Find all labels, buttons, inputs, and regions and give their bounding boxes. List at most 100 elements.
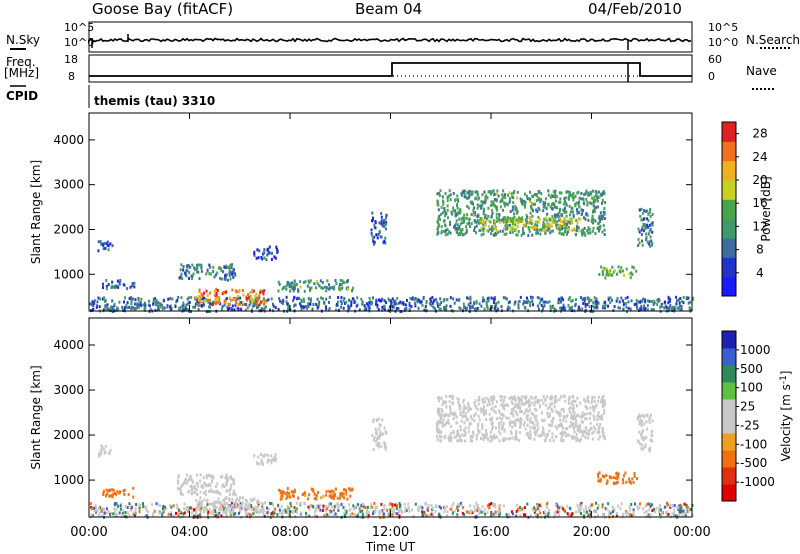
data-cell [435, 504, 438, 508]
data-cell [621, 269, 624, 273]
data-cell [564, 399, 567, 403]
data-cell [194, 488, 197, 492]
data-cell [365, 510, 368, 514]
data-cell [165, 507, 168, 511]
data-cell [270, 297, 273, 301]
data-cell [145, 514, 148, 518]
data-cell [606, 270, 608, 274]
data-cell [667, 297, 670, 301]
data-cell [402, 302, 405, 306]
data-cell [452, 192, 455, 195]
data-cell [381, 418, 384, 422]
data-cell [569, 306, 572, 310]
data-cell [497, 230, 499, 234]
data-cell [306, 497, 309, 501]
data-cell [519, 419, 522, 423]
data-cell [482, 411, 485, 415]
data-cell [163, 505, 166, 509]
data-cell [300, 304, 302, 308]
data-cell [280, 504, 283, 508]
data-cell [479, 204, 482, 208]
data-cell [453, 435, 456, 439]
data-cell [509, 228, 512, 232]
data-cell [367, 514, 370, 518]
data-cell [313, 510, 316, 514]
data-cell [442, 400, 445, 404]
data-cell [190, 488, 193, 492]
data-cell [372, 510, 375, 514]
data-cell [559, 395, 562, 399]
data-cell [554, 424, 557, 428]
data-cell [475, 196, 477, 200]
data-cell [470, 222, 473, 226]
data-cell [511, 397, 514, 401]
data-cell [212, 504, 215, 508]
data-cell [314, 514, 317, 517]
data-cell [571, 195, 574, 199]
data-cell [262, 251, 265, 255]
data-cell [97, 240, 100, 244]
data-cell [638, 506, 641, 510]
data-cell [482, 209, 485, 213]
data-cell [380, 222, 383, 226]
data-cell [638, 430, 641, 434]
data-cell [203, 498, 206, 502]
data-cell [320, 286, 323, 290]
power-colorbar-swatch [722, 257, 736, 278]
data-cell [492, 233, 495, 237]
power-colorbar-swatch [722, 160, 736, 181]
data-cell [472, 213, 475, 217]
data-cell [426, 508, 429, 512]
data-cell [607, 304, 609, 308]
data-cell [119, 278, 122, 282]
data-cell [548, 412, 551, 416]
data-cell [225, 266, 228, 270]
data-cell [376, 437, 379, 441]
data-cell [332, 508, 335, 512]
data-cell [261, 300, 264, 304]
data-cell [577, 217, 580, 221]
data-cell [198, 303, 201, 307]
data-cell [546, 433, 549, 437]
data-cell [516, 190, 519, 194]
data-cell [152, 299, 155, 303]
data-cell [559, 197, 562, 201]
data-cell [571, 512, 574, 516]
data-cell [492, 200, 495, 204]
data-cell [604, 303, 607, 307]
data-cell [657, 510, 660, 513]
data-cell [270, 513, 273, 517]
data-cell [351, 297, 354, 301]
data-cell [533, 506, 536, 510]
data-cell [292, 289, 295, 293]
data-cell [465, 225, 468, 229]
data-cell [565, 214, 568, 218]
data-cell [523, 423, 525, 427]
data-cell [581, 411, 584, 415]
data-cell [559, 418, 562, 422]
data-cell [637, 415, 639, 419]
data-cell [653, 299, 656, 303]
data-cell [511, 225, 514, 229]
data-cell [188, 271, 191, 275]
data-cell [602, 273, 604, 276]
data-cell [640, 433, 643, 437]
data-cell [190, 477, 192, 481]
data-cell [536, 504, 538, 508]
data-cell [496, 435, 498, 439]
data-cell [633, 475, 636, 478]
data-cell [176, 506, 179, 510]
data-cell [573, 399, 576, 403]
data-cell [219, 507, 222, 511]
data-cell [439, 218, 442, 222]
data-cell [638, 422, 641, 426]
data-cell [479, 436, 482, 440]
data-cell [91, 506, 94, 510]
data-cell [595, 193, 598, 197]
data-cell [289, 501, 292, 505]
data-cell [370, 232, 373, 236]
data-cell [374, 505, 377, 509]
data-cell [641, 420, 644, 424]
data-cell [436, 428, 438, 432]
data-cell [449, 193, 452, 197]
